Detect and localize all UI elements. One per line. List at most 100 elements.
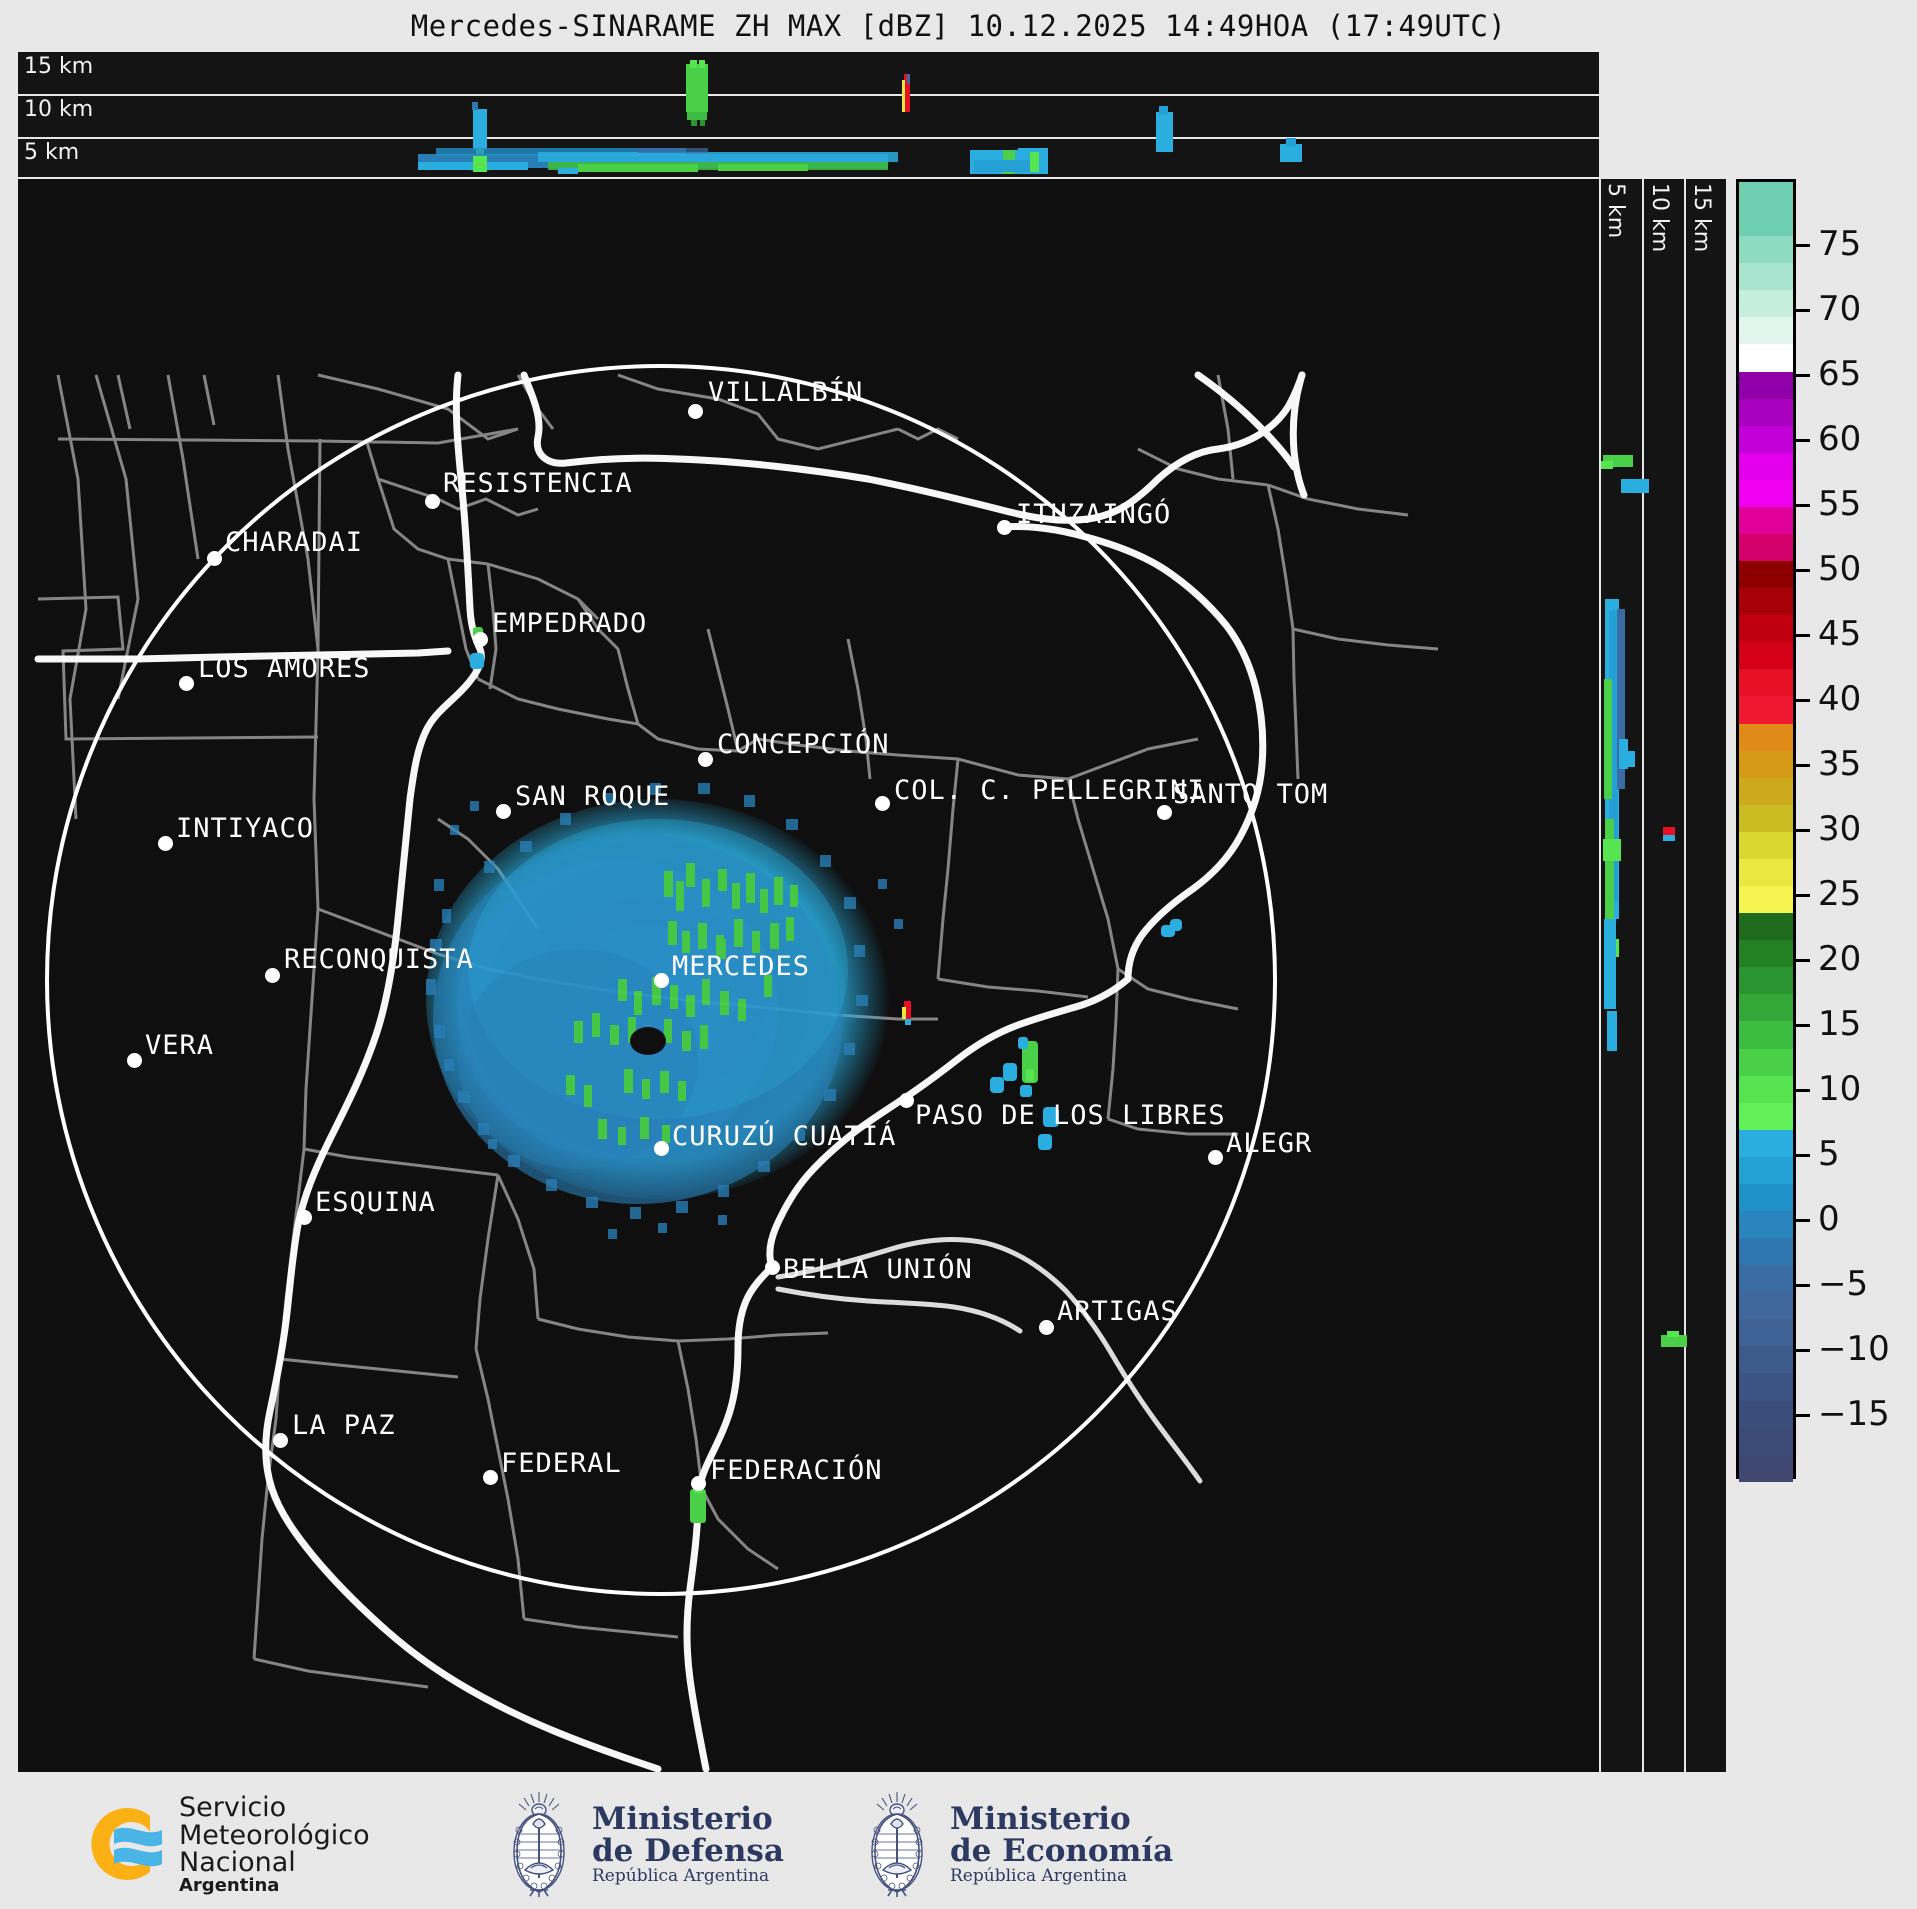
colorbar-segment <box>1739 371 1793 399</box>
logo-ministerio-economia: Ministerio de Economía República Argenti… <box>858 1790 1173 1898</box>
city-dot <box>698 752 713 767</box>
colorbar-segment <box>1739 1021 1793 1049</box>
economia-line-1: Ministerio <box>950 1800 1131 1837</box>
colorbar-tick-label: 50 <box>1818 549 1862 589</box>
city-dot <box>496 804 511 819</box>
colorbar-tick-label: −15 <box>1818 1394 1890 1434</box>
city-dot <box>273 1433 288 1448</box>
colorbar-segment <box>1739 669 1793 697</box>
colorbar-tick <box>1796 439 1810 442</box>
colorbar-tick-label: 10 <box>1818 1069 1862 1109</box>
colorbar-tick <box>1796 504 1810 507</box>
colorbar-tick <box>1796 1154 1810 1157</box>
colorbar-tick-label: 15 <box>1818 1004 1862 1044</box>
page-title: Mercedes-SINARAME ZH MAX [dBZ] 10.12.202… <box>410 9 1507 43</box>
city-dot <box>1157 805 1172 820</box>
colorbar-segment <box>1739 1183 1793 1211</box>
colorbar-tick-label: 0 <box>1818 1199 1840 1239</box>
colorbar-segment <box>1739 290 1793 318</box>
colorbar-segment <box>1739 317 1793 345</box>
colorbar-segment <box>1739 1400 1793 1428</box>
colorbar-segment <box>1739 642 1793 670</box>
argentina-coat-of-arms-icon <box>871 1792 923 1897</box>
city-dot <box>158 836 173 851</box>
city-dot <box>207 551 222 566</box>
city-dot <box>654 973 669 988</box>
colorbar-tick <box>1796 699 1810 702</box>
colorbar-gradient <box>1736 179 1796 1482</box>
defensa-line-2: de Defensa <box>592 1833 784 1870</box>
colorbar-tick <box>1796 1284 1810 1287</box>
colorbar-tick <box>1796 309 1810 312</box>
height-label-15km: 15 km <box>24 54 94 79</box>
colorbar-segment <box>1739 1454 1793 1482</box>
colorbar-segment <box>1739 913 1793 941</box>
colorbar-segment <box>1739 777 1793 805</box>
colorbar-segment <box>1739 804 1793 832</box>
radar-map-panel[interactable]: VILLALBÍN RESISTENCIA ITUZAINGÓ CHARADAI EMP… <box>18 179 1599 1772</box>
height-label-5km: 5 km <box>24 140 80 165</box>
map-geometry <box>34 364 1439 1772</box>
city-dot <box>691 1476 706 1491</box>
colorbar-segment <box>1739 940 1793 968</box>
colorbar-tick-label: 35 <box>1818 744 1862 784</box>
colorbar-tick <box>1796 1219 1810 1222</box>
colorbar-tick-label: 20 <box>1818 939 1862 979</box>
colorbar-segment <box>1739 967 1793 995</box>
logo-ministerio-defensa: Ministerio de Defensa República Argentin… <box>500 1790 784 1898</box>
city-dot <box>265 968 280 983</box>
colorbar-tick-label: 55 <box>1818 484 1862 524</box>
colorbar-tick-label: 30 <box>1818 809 1862 849</box>
colorbar-tick <box>1796 634 1810 637</box>
economia-line-2: de Economía <box>950 1833 1174 1870</box>
footer-logos: Servicio Meteorológico Nacional Argentin… <box>0 1780 1917 1909</box>
colorbar-tick-label: 5 <box>1818 1134 1840 1174</box>
cross-section-top-echoes <box>18 60 1599 174</box>
colorbar-segment <box>1739 696 1793 724</box>
colorbar-tick-label: −5 <box>1818 1264 1869 1304</box>
economia-subtitle: República Argentina <box>950 1865 1128 1886</box>
colorbar-segment <box>1739 398 1793 426</box>
city-dot <box>654 1141 669 1156</box>
colorbar-segment <box>1739 534 1793 562</box>
city-dot <box>297 1210 312 1225</box>
smn-line-2: Meteorológico <box>179 1819 370 1851</box>
colorbar-tick <box>1796 1089 1810 1092</box>
colorbar-segment <box>1739 561 1793 589</box>
colorbar-segment <box>1739 344 1793 372</box>
colorbar-segment <box>1739 479 1793 507</box>
colorbar-tick <box>1796 374 1810 377</box>
height-label-10km: 10 km <box>24 97 94 122</box>
colorbar-segment <box>1739 1346 1793 1374</box>
colorbar-tick-label: 65 <box>1818 354 1862 394</box>
colorbar-tick <box>1796 959 1810 962</box>
colorbar-segment <box>1739 452 1793 480</box>
smn-wordmark: Servicio Meteorológico Nacional Argentin… <box>179 1794 370 1895</box>
colorbar-segment <box>1739 1238 1793 1266</box>
height-label-right-10km: 10 km <box>1647 183 1672 253</box>
colorbar-segment <box>1739 886 1793 914</box>
colorbar-segment <box>1739 209 1793 237</box>
defensa-wordmark: Ministerio de Defensa República Argentin… <box>592 1802 784 1886</box>
colorbar-segment <box>1739 236 1793 264</box>
city-dot <box>425 494 440 509</box>
colorbar-tick <box>1796 764 1810 767</box>
city-dot <box>875 796 890 811</box>
city-dot <box>997 520 1012 535</box>
colorbar-segment <box>1739 506 1793 535</box>
city-dot <box>899 1093 914 1108</box>
colorbar-segment <box>1739 1210 1793 1239</box>
colorbar-tick <box>1796 244 1810 247</box>
logo-smn: Servicio Meteorológico Nacional Argentin… <box>62 1794 370 1895</box>
colorbar-legend: 75 70 65 60 55 50 45 40 35 30 25 20 15 10 5 0 −5 −10 −15 <box>1736 179 1890 1482</box>
smn-line-1: Servicio <box>179 1792 287 1823</box>
colorbar-tick <box>1796 829 1810 832</box>
colorbar-segment <box>1739 1319 1793 1347</box>
colorbar-segment <box>1739 1265 1793 1293</box>
cross-section-right-echoes <box>1601 179 1687 1772</box>
colorbar-tick-label: 60 <box>1818 419 1862 459</box>
colorbar-segment <box>1739 723 1793 751</box>
colorbar-segment <box>1739 831 1793 859</box>
colorbar-segment <box>1739 425 1793 453</box>
colorbar-segment <box>1739 588 1793 616</box>
